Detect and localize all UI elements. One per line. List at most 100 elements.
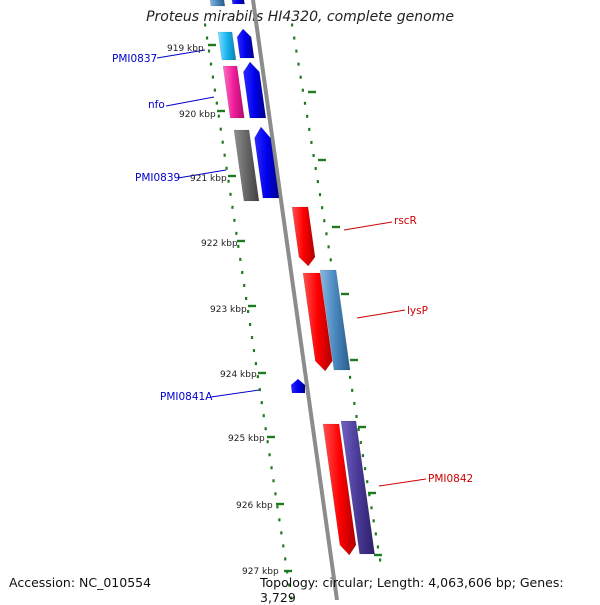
gene-cds bbox=[340, 420, 375, 555]
gene-features bbox=[209, 0, 375, 556]
scale-label: 926 kbp bbox=[236, 501, 273, 511]
gene-PMI0842 bbox=[322, 423, 357, 556]
gene-label: PMI0837 bbox=[112, 53, 157, 65]
inner-tick bbox=[282, 544, 285, 548]
outer-tick bbox=[379, 558, 382, 562]
outer-tick bbox=[321, 206, 324, 210]
genome-backbone bbox=[251, 0, 339, 600]
outer-tick bbox=[325, 232, 328, 236]
outer-tick bbox=[301, 88, 304, 92]
scale-labels: 919 kbp 920 kbp 921 kbp 922 kbp 923 kbp 924 k… bbox=[167, 44, 279, 577]
outer-tick bbox=[370, 506, 373, 510]
inner-tick bbox=[207, 49, 211, 53]
outer-tick bbox=[308, 127, 311, 131]
gene-cds bbox=[222, 65, 245, 119]
inner-tick bbox=[266, 440, 269, 444]
accession-text: Accession: NC_010554 bbox=[9, 575, 152, 590]
outer-tick bbox=[299, 75, 302, 79]
inner-tick bbox=[219, 127, 222, 131]
outer-tick bbox=[359, 441, 362, 445]
inner-tick bbox=[262, 414, 265, 418]
inner-tick bbox=[227, 179, 230, 183]
outer-tick bbox=[351, 388, 354, 392]
inner-tick bbox=[213, 88, 216, 92]
gene-callouts: PMI0837 nfo PMI0839 rscR lysP PMI0841A PMI0842 bbox=[112, 49, 473, 487]
inner-tick bbox=[233, 218, 236, 222]
outer-tick bbox=[366, 480, 369, 484]
inner-tick bbox=[237, 244, 240, 248]
inner-tick bbox=[247, 310, 250, 313]
inner-tick bbox=[284, 557, 287, 561]
scale-label: 924 kbp bbox=[220, 370, 257, 380]
outer-tick bbox=[376, 545, 380, 549]
outer-tick bbox=[306, 114, 309, 118]
scale-label: 925 kbp bbox=[228, 434, 265, 444]
gene-PMI0837 bbox=[236, 28, 255, 59]
gene-cds bbox=[319, 269, 351, 371]
gene-label: nfo bbox=[148, 99, 165, 111]
gene-PMI0841A bbox=[291, 379, 305, 393]
inner-tick bbox=[215, 101, 218, 105]
genome-summary-text: Topology: circular; Length: 4,063,606 bp… bbox=[260, 575, 564, 605]
outer-tick bbox=[312, 153, 315, 157]
outer-tick bbox=[327, 245, 330, 249]
gene-nfo bbox=[243, 61, 267, 119]
outer-tick bbox=[291, 23, 294, 27]
scale-label: 920 kbp bbox=[179, 110, 216, 120]
inner-tick bbox=[264, 427, 267, 431]
callout-line bbox=[378, 478, 427, 487]
inner-tick bbox=[248, 323, 252, 327]
outer-tick bbox=[310, 140, 313, 144]
outer-tick bbox=[374, 532, 377, 536]
outer-tick bbox=[372, 519, 375, 523]
gene-PMI0839 bbox=[254, 126, 280, 199]
inner-tick bbox=[270, 466, 273, 470]
gene-label: lysP bbox=[407, 305, 428, 317]
inner-tick bbox=[254, 362, 258, 366]
inner-tick bbox=[272, 479, 275, 483]
callout-line bbox=[177, 169, 227, 179]
scale-label: 921 kbp bbox=[190, 174, 227, 184]
outer-tick bbox=[314, 167, 317, 171]
gene-cds bbox=[233, 129, 260, 202]
callout-line bbox=[156, 49, 206, 59]
outer-tick bbox=[323, 219, 326, 223]
gene-label: PMI0842 bbox=[428, 473, 473, 485]
inner-tick bbox=[229, 192, 232, 196]
outer-tick bbox=[353, 401, 356, 405]
inner-tick bbox=[276, 505, 279, 509]
inner-tick bbox=[252, 349, 256, 353]
inner-tick bbox=[290, 596, 293, 600]
inner-tick bbox=[205, 36, 209, 40]
callout-line bbox=[343, 221, 393, 231]
outer-tick bbox=[361, 454, 365, 458]
inner-tick bbox=[221, 140, 224, 144]
inner-tick bbox=[217, 114, 220, 118]
scale-label: 923 kbp bbox=[210, 305, 247, 315]
inner-tick bbox=[241, 270, 244, 274]
gene-lysP bbox=[302, 272, 333, 372]
outer-tick bbox=[295, 49, 298, 53]
outer-tick bbox=[329, 258, 332, 262]
outer-tick bbox=[357, 428, 360, 432]
inner-tick bbox=[278, 518, 281, 522]
gene-label: PMI0839 bbox=[135, 172, 180, 184]
inner-tick bbox=[268, 453, 271, 457]
scale-label: 919 kbp bbox=[167, 44, 204, 54]
gene-partial bbox=[231, 0, 245, 5]
inner-tick bbox=[204, 23, 207, 27]
inner-tick bbox=[231, 205, 234, 209]
inner-tick bbox=[235, 231, 238, 235]
callout-line bbox=[356, 309, 406, 319]
scale-label: 927 kbp bbox=[242, 567, 279, 577]
tick-marks bbox=[204, 0, 382, 600]
page-title: Proteus mirabilis HI4320, complete genom… bbox=[146, 9, 454, 25]
gene-cds bbox=[217, 31, 237, 61]
inner-tick bbox=[274, 492, 277, 496]
outer-tick bbox=[363, 467, 367, 471]
inner-tick bbox=[239, 257, 242, 261]
inner-tick bbox=[250, 336, 254, 340]
inner-tick bbox=[245, 296, 248, 300]
inner-tick bbox=[225, 166, 228, 170]
